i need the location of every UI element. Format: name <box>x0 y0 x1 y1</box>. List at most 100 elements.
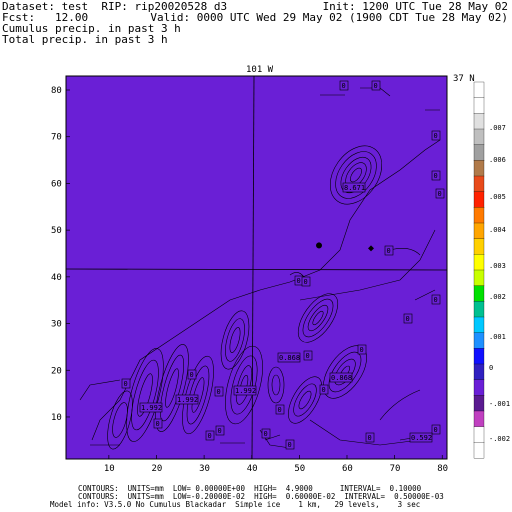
svg-text:0: 0 <box>304 278 308 286</box>
y-tick-label: 70 <box>51 133 62 143</box>
contour-label: 0 <box>121 378 131 389</box>
max-value-label: 1.992 <box>139 402 163 413</box>
svg-text:0.868: 0.868 <box>331 374 352 382</box>
contour-label: 0 <box>153 418 163 429</box>
colorbar-swatch <box>473 207 485 224</box>
parallel-37n <box>66 268 447 271</box>
header-dataset: Dataset: test RIP: rip20020528 d3 <box>2 0 228 13</box>
svg-text:0: 0 <box>387 247 391 255</box>
colorbar-label: 0 <box>489 364 493 372</box>
x-tick-label: 80 <box>437 464 448 474</box>
station-marker: ◆ <box>368 243 374 254</box>
colorbar-swatch <box>473 395 485 412</box>
contour-label: 0 <box>319 384 329 395</box>
svg-text:0.868: 0.868 <box>279 354 300 362</box>
svg-text:0: 0 <box>278 406 282 414</box>
contour-label: 0 <box>403 313 413 324</box>
y-tick-label: 30 <box>51 320 62 330</box>
contour-label: 0 <box>431 130 441 141</box>
colorbar-swatch <box>473 175 485 193</box>
svg-text:0: 0 <box>434 296 438 304</box>
contour-label: 0 <box>303 350 313 361</box>
max-value-label: 0.868 <box>277 352 301 363</box>
colorbar-label: .005 <box>489 193 506 201</box>
zero-contour-outline <box>79 139 441 449</box>
svg-text:0: 0 <box>342 82 346 90</box>
svg-text:8.671: 8.671 <box>344 184 365 192</box>
contour-label: 0 <box>285 439 295 450</box>
colorbar-swatch <box>473 113 485 130</box>
colorbar-label: .007 <box>489 124 506 132</box>
colorbar-swatch <box>473 332 485 349</box>
contour-label: 0 <box>215 425 225 436</box>
svg-text:0: 0 <box>208 432 212 440</box>
colorbar-swatch <box>473 254 485 271</box>
colorbar-label: .002 <box>489 293 506 301</box>
y-tick-label: 60 <box>51 179 62 189</box>
header-field-1: Cumulus precip. in past 3 h <box>2 22 181 35</box>
x-axis-ticks: 10 20 30 40 50 60 70 80 <box>104 455 448 474</box>
svg-text:0: 0 <box>322 386 326 394</box>
colorbar-label: -.002 <box>489 435 510 443</box>
header-fcst: Fcst: 12.00 <box>2 11 89 24</box>
svg-text:0: 0 <box>297 277 301 285</box>
contour-label: 0 <box>371 80 381 91</box>
svg-text:0: 0 <box>217 388 221 396</box>
colorbar-swatch <box>473 379 485 396</box>
footer-model-info: Model info: V3.5.0 No Cumulus Blackadar … <box>50 500 421 509</box>
contour-label: 0 <box>431 294 441 305</box>
svg-text:0: 0 <box>438 190 442 198</box>
colorbar-label: -.001 <box>489 400 510 408</box>
x-tick-label: 30 <box>199 464 210 474</box>
colorbar-label: .006 <box>489 156 506 164</box>
colorbar-swatch <box>473 442 485 459</box>
y-axis-ticks: 10 20 30 40 50 60 70 80 <box>51 86 70 423</box>
svg-text:0: 0 <box>434 426 438 434</box>
header-valid: Valid: 0000 UTC Wed 29 May 02 (1900 CDT … <box>150 11 508 24</box>
svg-text:0: 0 <box>368 434 372 442</box>
svg-text:0: 0 <box>156 420 160 428</box>
contour-label: 0 <box>435 188 445 199</box>
contour-label: 0 <box>365 432 375 443</box>
colorbar-swatch <box>473 269 485 287</box>
colorbar-swatch <box>473 238 485 255</box>
contour-label: 0 <box>301 276 311 287</box>
svg-text:0: 0 <box>434 172 438 180</box>
footer-contours-1: CONTOURS: UNITS=mm LOW= 0.00000E+00 HIGH… <box>78 484 422 493</box>
svg-text:0: 0 <box>434 132 438 140</box>
colorbar-swatch <box>473 144 485 161</box>
colorbar-swatch <box>473 160 485 177</box>
right-latitude-label: 37 N <box>453 74 475 84</box>
colorbar-label: .004 <box>489 226 506 234</box>
colorbar-swatch <box>473 128 485 146</box>
colorbar-labels: .007 .006 .005 .004 .003 .002 .001 0 -.001 -.002 <box>489 124 510 443</box>
map-area <box>65 75 448 460</box>
header-field-2: Total precip. in past 3 h <box>2 33 168 46</box>
colorbar-swatch <box>473 191 485 208</box>
colorbar-label: .003 <box>489 262 506 270</box>
colorbar-swatch <box>473 316 485 334</box>
svg-text:0.592: 0.592 <box>411 434 432 442</box>
station-marker: ● <box>316 240 322 251</box>
x-tick-label: 60 <box>342 464 353 474</box>
contour-label: 0 <box>205 430 215 441</box>
contour-label: 0 <box>357 344 367 355</box>
svg-text:1.992: 1.992 <box>235 387 256 395</box>
x-tick-label: 10 <box>104 464 115 474</box>
svg-text:0: 0 <box>264 430 268 438</box>
contour-label: 0 <box>275 404 285 415</box>
colorbar-swatch <box>473 301 485 318</box>
colorbar-swatch <box>473 348 485 365</box>
y-tick-label: 50 <box>51 226 62 236</box>
colorbar-swatch <box>473 97 485 114</box>
svg-text:0: 0 <box>360 346 364 354</box>
svg-text:0: 0 <box>374 82 378 90</box>
svg-text:0: 0 <box>190 371 194 379</box>
colorbar-swatch <box>473 285 485 302</box>
contour-label: 0 <box>384 245 394 256</box>
svg-text:0: 0 <box>124 380 128 388</box>
header-init: Init: 1200 UTC Tue 28 May 02 <box>322 0 508 13</box>
top-longitude-label: 101 W <box>246 65 274 75</box>
svg-text:1.992: 1.992 <box>177 396 198 404</box>
